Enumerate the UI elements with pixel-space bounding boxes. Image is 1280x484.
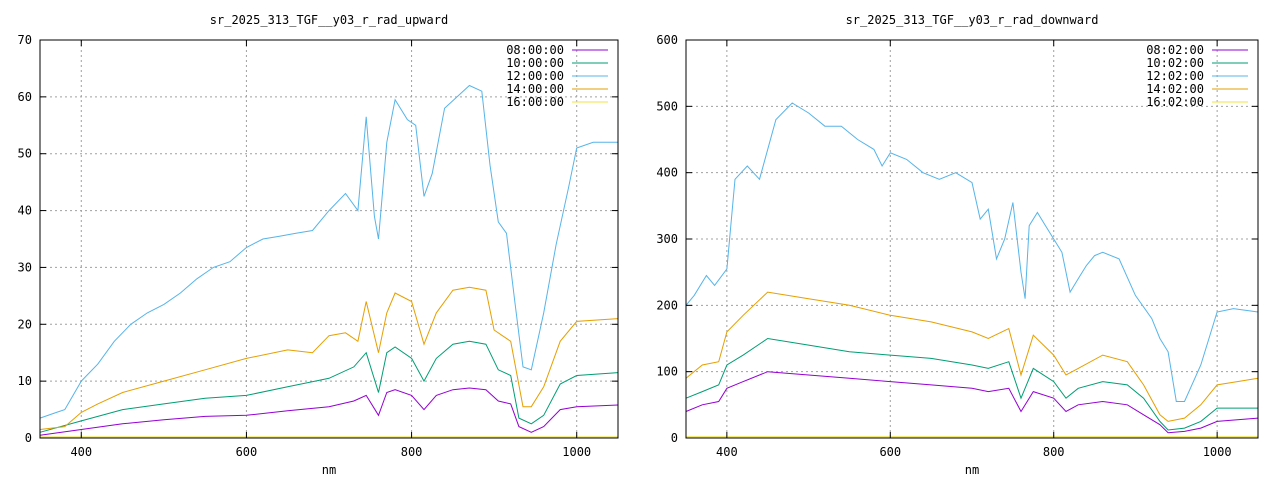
y-tick-label: 400 [656,166,678,180]
legend-label: 16:00:00 [506,95,564,109]
legend-label: 10:02:00 [1146,56,1204,70]
y-tick-label: 600 [656,33,678,47]
series-line-2 [40,86,618,419]
x-tick-label: 400 [70,445,92,459]
y-tick-label: 200 [656,298,678,312]
legend-label: 16:02:00 [1146,95,1204,109]
y-tick-label: 40 [18,204,32,218]
x-tick-label: 600 [879,445,901,459]
y-tick-label: 60 [18,90,32,104]
x-axis-label: nm [965,463,979,477]
series-line-0 [40,388,618,435]
y-tick-label: 70 [18,33,32,47]
x-tick-label: 800 [401,445,423,459]
legend-label: 08:00:00 [506,43,564,57]
chart-title: sr_2025_313_TGF__y03_r_rad_upward [210,13,448,27]
y-tick-label: 300 [656,232,678,246]
legend-label: 14:02:00 [1146,82,1204,96]
y-tick-label: 100 [656,365,678,379]
x-tick-label: 1000 [1203,445,1232,459]
y-tick-label: 50 [18,147,32,161]
legend-label: 14:00:00 [506,82,564,96]
series-line-2 [686,103,1258,402]
series-line-1 [686,339,1258,431]
series-line-3 [40,287,618,429]
series-line-1 [40,341,618,432]
y-tick-label: 10 [18,374,32,388]
legend-label: 10:00:00 [506,56,564,70]
series-line-0 [686,372,1258,433]
legend-label: 12:00:00 [506,69,564,83]
x-tick-label: 400 [716,445,738,459]
x-tick-label: 800 [1043,445,1065,459]
x-tick-label: 1000 [562,445,591,459]
y-tick-label: 0 [25,431,32,445]
chart-title: sr_2025_313_TGF__y03_r_rad_downward [846,13,1099,27]
series-line-3 [686,292,1258,421]
legend-label: 08:02:00 [1146,43,1204,57]
x-axis-label: nm [322,463,336,477]
y-tick-label: 0 [671,431,678,445]
chart-panel-1: 400 600 800 1000 0 100 200 300 400 500 600 sr_2025_… [656,13,1258,477]
y-tick-label: 20 [18,317,32,331]
legend-label: 12:02:00 [1146,69,1204,83]
y-tick-label: 500 [656,99,678,113]
x-tick-label: 600 [236,445,258,459]
chart-panel-0: 400 600 800 1000 0 10 20 30 40 50 60 70 sr_2025_313_… [18,13,618,477]
y-tick-label: 30 [18,260,32,274]
